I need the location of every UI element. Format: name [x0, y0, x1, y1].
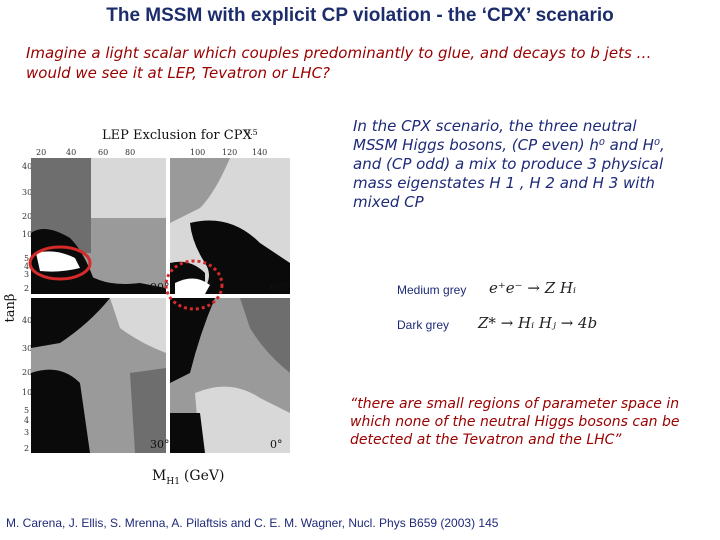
- white-hole-region: [175, 278, 210, 294]
- quote-line: which none of the neutral Higgs bosons c…: [350, 414, 680, 430]
- dark-grey-region: [130, 368, 166, 453]
- y-tick-label: 40: [22, 316, 32, 325]
- y-tick-label: 20: [22, 212, 32, 221]
- black-region: [31, 298, 110, 348]
- dark-grey-formula: Z* → Hᵢ Hⱼ → 4b: [478, 314, 598, 332]
- cpx-line: mixed CP: [353, 193, 424, 211]
- y-tick-label: 5: [24, 406, 29, 415]
- x-tick-labels: 20 40 60 80 100 120 140: [36, 148, 267, 157]
- phase-label: 90°: [150, 281, 170, 294]
- medium-grey-label: Medium grey: [397, 283, 467, 297]
- cpx-line: mass eigenstates H 1 , H 2 and H 3 with: [353, 174, 655, 192]
- citation: M. Carena, J. Ellis, S. Mrenna, A. Pilaf…: [6, 516, 499, 530]
- x-tick-label: 60: [98, 148, 108, 157]
- intro-line: would we see it at LEP, Tevatron or LHC?: [26, 64, 331, 82]
- black-region: [31, 369, 90, 453]
- y-tick-label: 10: [22, 230, 32, 239]
- y-tick-label: 40: [22, 162, 32, 171]
- cpx-explanation: In the CPX scenario, the three neutral M…: [353, 117, 713, 212]
- figure-title-subscript: 0.5: [245, 128, 258, 137]
- cpx-line: In the CPX scenario, the three neutral: [353, 117, 637, 135]
- dark-grey-label: Dark grey: [397, 318, 450, 332]
- y-tick-label: 20: [22, 368, 32, 377]
- slide-title: The MSSM with explicit CP violation - th…: [106, 5, 614, 26]
- y-tick-label: 30: [22, 344, 32, 353]
- x-axis-label: MH1 (GeV): [152, 468, 224, 487]
- y-tick-label: 10: [22, 388, 32, 397]
- medium-grey-region: [170, 158, 230, 223]
- black-region: [170, 413, 205, 453]
- y-tick-label: 4: [24, 262, 29, 271]
- intro-text: Imagine a light scalar which couples pre…: [26, 43, 716, 83]
- black-region: [170, 298, 215, 383]
- x-tick-label: 80: [125, 148, 135, 157]
- y-tick-labels: 40 30 20 10 5 4 3 2 40 30 20 10 5 4 3 2: [22, 162, 32, 453]
- cpx-line: MSSM Higgs bosons, (CP even) h⁰ and H⁰,: [353, 136, 665, 154]
- phase-labels: 90° 60° 30° 0°: [150, 281, 290, 451]
- y-tick-label: 30: [22, 188, 32, 197]
- y-tick-label: 4: [24, 416, 29, 425]
- x-tick-label: 20: [36, 148, 46, 157]
- cpx-line: and (CP odd) a mix to produce 3 physical: [353, 155, 664, 173]
- light-grey-region: [91, 158, 166, 218]
- x-tick-label: 40: [66, 148, 76, 157]
- y-tick-label: 3: [24, 270, 29, 279]
- panel-divider: [166, 158, 170, 453]
- highlight-circle: [28, 245, 92, 281]
- quote-text: “there are small regions of parameter sp…: [350, 395, 718, 449]
- y-tick-label: 2: [24, 444, 29, 453]
- y-axis-label: tanβ: [3, 294, 18, 323]
- quote-line: detected at the Tevatron and the LHC”: [350, 432, 622, 448]
- phase-label: 60°: [270, 281, 290, 294]
- x-tick-label: 120: [222, 148, 237, 157]
- x-tick-label: 140: [252, 148, 267, 157]
- figure-title: LEP Exclusion for CPX: [102, 128, 252, 143]
- medium-grey-formula: e⁺e⁻ → Z Hᵢ: [489, 279, 576, 297]
- highlight-circle-dotted: [164, 259, 224, 311]
- phase-label: 0°: [270, 438, 283, 451]
- y-tick-label: 3: [24, 428, 29, 437]
- quote-line: “there are small regions of parameter sp…: [350, 396, 680, 412]
- light-grey-region: [110, 298, 166, 353]
- intro-line: Imagine a light scalar which couples pre…: [26, 44, 652, 62]
- black-region: [190, 220, 290, 294]
- panel-divider: [31, 294, 290, 298]
- light-grey-region: [195, 386, 290, 453]
- exclusion-panels: [31, 158, 290, 453]
- x-tick-label: 100: [190, 148, 205, 157]
- phase-label: 30°: [150, 438, 170, 451]
- y-tick-label: 2: [24, 284, 29, 293]
- y-tick-label: 5: [24, 254, 29, 263]
- white-hole-region: [36, 251, 80, 272]
- lep-exclusion-figure: LEP Exclusion for CPX 0.5 20 40 60 80 10…: [3, 128, 290, 487]
- dark-grey-region: [240, 298, 290, 373]
